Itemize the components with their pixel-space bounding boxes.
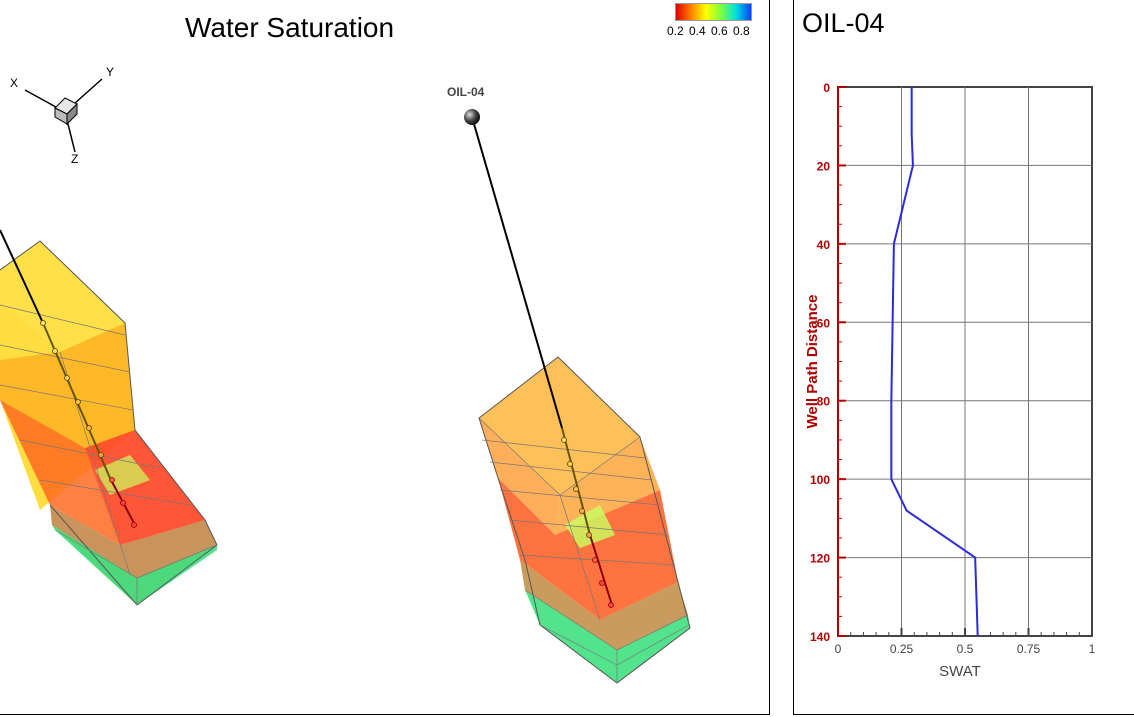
series-line-swat — [890, 87, 979, 637]
well-path-line — [471, 116, 563, 429]
x-tick-label: 0.5 — [957, 642, 974, 656]
well-label: OIL-04 — [447, 85, 485, 99]
axis-label-y: Y — [106, 65, 115, 79]
orientation-axes-icon — [24, 78, 103, 153]
color-legend-labels: 0.2 0.4 0.6 0.8 — [667, 24, 755, 38]
scene-canvas — [0, 78, 691, 684]
x-tick-label: 1 — [1089, 642, 1096, 656]
axis-label-z: Z — [71, 152, 79, 166]
legend-label: 0.4 — [689, 24, 706, 38]
axis-label-x: X — [10, 76, 19, 90]
y-tick-label: 120 — [810, 552, 830, 566]
y-tick-label: 40 — [817, 238, 831, 252]
y-tick-label: 80 — [817, 395, 831, 409]
grid-block-left — [0, 229, 218, 606]
3d-view-panel[interactable]: Water Saturation 0.2 0.4 0.6 0.8 — [0, 0, 770, 715]
x-axis-title: SWAT — [939, 663, 981, 680]
y-tick-label: 20 — [817, 159, 831, 173]
legend-label: 0.8 — [733, 24, 750, 38]
x-tick-label: 0.75 — [1017, 642, 1041, 656]
y-tick-label: 60 — [817, 316, 831, 330]
y-tick-label: 100 — [810, 473, 830, 487]
view-title: Water Saturation — [185, 12, 395, 43]
color-legend-bar — [675, 3, 752, 21]
plot-title: OIL-04 — [802, 8, 885, 38]
legend-label: 0.2 — [667, 24, 684, 38]
y-tick-label: 0 — [823, 81, 830, 95]
legend-label: 0.6 — [711, 24, 728, 38]
well-log-chart: 0 0.25 0.5 0.75 1 0 20 40 60 80 100 120 140 SWAT Well … — [804, 81, 1096, 680]
y-axis-title: Well Path Distance — [804, 295, 821, 429]
wellhead-marker-icon — [464, 109, 480, 125]
y-tick-label: 140 — [810, 630, 830, 644]
x-tick-label: 0 — [835, 642, 842, 656]
well-log-panel[interactable]: OIL-04 0 0.25 0.5 0.75 1 0 20 40 60 80 100 120 140 SW… — [793, 0, 1134, 715]
x-tick-label: 0.25 — [890, 642, 914, 656]
grid-block-oil-04 — [464, 109, 691, 684]
